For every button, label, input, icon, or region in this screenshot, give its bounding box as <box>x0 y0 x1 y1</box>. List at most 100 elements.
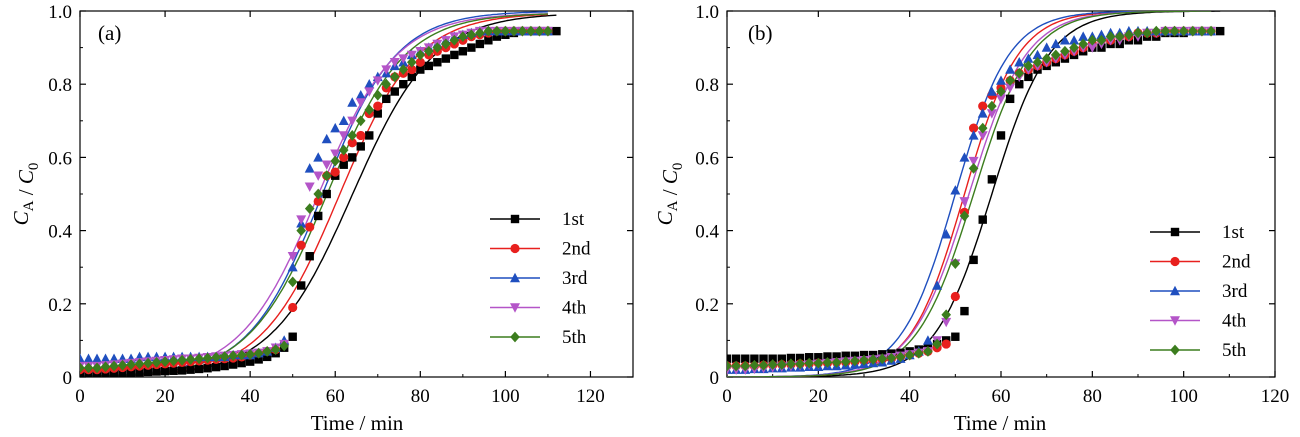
data-point-5th <box>914 347 924 359</box>
data-point-2nd <box>296 240 306 250</box>
data-point-4th <box>968 156 979 167</box>
y-tick-label: 0.4 <box>48 222 72 243</box>
data-point-3rd <box>996 75 1006 85</box>
data-point-5th <box>143 357 153 369</box>
data-point-5th <box>950 258 961 269</box>
data-point-1st <box>731 354 741 363</box>
data-point-5th <box>1178 25 1189 37</box>
data-point-3rd <box>941 229 952 239</box>
data-point-5th <box>1105 31 1116 43</box>
data-point-2nd <box>373 101 383 111</box>
y-tick-label: 0.6 <box>695 148 719 169</box>
data-point-1st <box>1216 26 1225 36</box>
data-point-3rd <box>347 97 358 107</box>
data-point-5th <box>483 25 494 37</box>
data-point-3rd <box>959 152 970 162</box>
data-point-5th <box>977 122 988 134</box>
data-point-1st <box>978 215 987 224</box>
data-point-5th <box>304 203 315 215</box>
data-point-3rd <box>932 280 943 290</box>
legend-label-2nd: 2nd <box>562 239 591 260</box>
data-point-1st <box>245 357 255 366</box>
data-point-5th <box>786 358 796 370</box>
y-axis-title: CA / C0 <box>653 163 686 226</box>
data-point-5th <box>996 86 1006 97</box>
legend: 1st 2nd 3rd 4th 5th <box>1150 222 1251 361</box>
legend-marker-5th <box>510 331 520 343</box>
data-point-1st <box>492 32 502 41</box>
data-point-5th <box>415 49 426 61</box>
data-point-5th <box>740 360 751 372</box>
data-point-5th <box>347 130 358 141</box>
data-point-5th <box>1124 29 1134 41</box>
plot-frame <box>79 10 634 378</box>
data-point-5th <box>987 100 997 112</box>
data-point-4th <box>287 252 298 262</box>
data-point-1st <box>814 353 823 362</box>
data-point-1st <box>750 354 759 363</box>
data-point-5th <box>364 104 375 116</box>
data-point-3rd <box>1014 57 1025 67</box>
data-point-1st <box>220 361 229 371</box>
data-point-1st <box>441 54 451 63</box>
data-point-5th <box>932 338 942 350</box>
legend-marker-1st <box>510 214 520 224</box>
data-point-2nd <box>305 222 315 232</box>
y-axis-title: CA / C0 <box>9 163 42 226</box>
data-point-1st <box>365 131 374 140</box>
data-point-1st <box>382 94 391 104</box>
data-point-1st <box>237 358 246 368</box>
data-point-5th <box>296 225 306 236</box>
fit-curve-4th <box>80 13 548 377</box>
data-point-5th <box>1078 38 1088 50</box>
legend-label-4th: 4th <box>562 298 587 319</box>
data-point-3rd <box>321 133 332 144</box>
data-point-1st <box>969 255 978 265</box>
legend-label-1st: 1st <box>1222 222 1245 243</box>
data-point-5th <box>777 359 787 370</box>
legend: 1st 2nd 3rd 4th 5th <box>490 209 591 348</box>
data-point-2nd <box>969 123 979 133</box>
data-point-5th <box>886 352 897 364</box>
data-point-5th <box>526 25 536 37</box>
data-point-5th <box>194 353 204 365</box>
data-point-4th <box>977 131 988 141</box>
data-point-5th <box>831 356 842 368</box>
panel-a: 0 20 40 60 80 100 120 0 0.2 0.4 0.6 0.8 1.0 Time / mi… <box>9 2 634 435</box>
y-tick-label: 1.0 <box>695 2 719 23</box>
plot-area <box>727 11 1225 377</box>
x-tick-label: 60 <box>992 386 1011 407</box>
data-point-5th <box>543 25 553 37</box>
data-point-1st <box>297 281 306 290</box>
series-5th-points <box>80 25 553 374</box>
data-point-5th <box>500 25 511 37</box>
data-point-5th <box>731 360 741 372</box>
data-point-2nd <box>330 167 340 177</box>
data-point-5th <box>432 42 443 53</box>
y-tick-label: 0.4 <box>695 222 719 243</box>
data-point-3rd <box>330 122 341 133</box>
data-point-1st <box>823 352 832 361</box>
data-point-4th <box>338 131 349 141</box>
data-point-5th <box>321 170 332 182</box>
data-point-1st <box>109 369 119 377</box>
data-point-2nd <box>407 64 417 75</box>
data-point-1st <box>759 354 768 363</box>
data-point-2nd <box>339 152 349 162</box>
data-point-1st <box>475 39 485 49</box>
data-point-5th <box>904 349 915 361</box>
data-point-5th <box>1169 25 1180 37</box>
x-tick-label: 0 <box>75 386 85 407</box>
x-tick-label: 20 <box>809 386 828 407</box>
x-tick-label: 20 <box>156 386 175 407</box>
data-point-1st <box>450 50 459 60</box>
data-point-3rd <box>1096 29 1107 39</box>
data-point-4th <box>986 109 997 119</box>
data-point-3rd <box>1023 53 1034 63</box>
data-point-4th <box>347 116 358 126</box>
data-point-5th <box>1188 25 1198 37</box>
data-point-2nd <box>415 57 425 67</box>
data-point-3rd <box>986 86 997 96</box>
data-point-5th <box>381 78 392 90</box>
data-point-5th <box>534 25 545 37</box>
